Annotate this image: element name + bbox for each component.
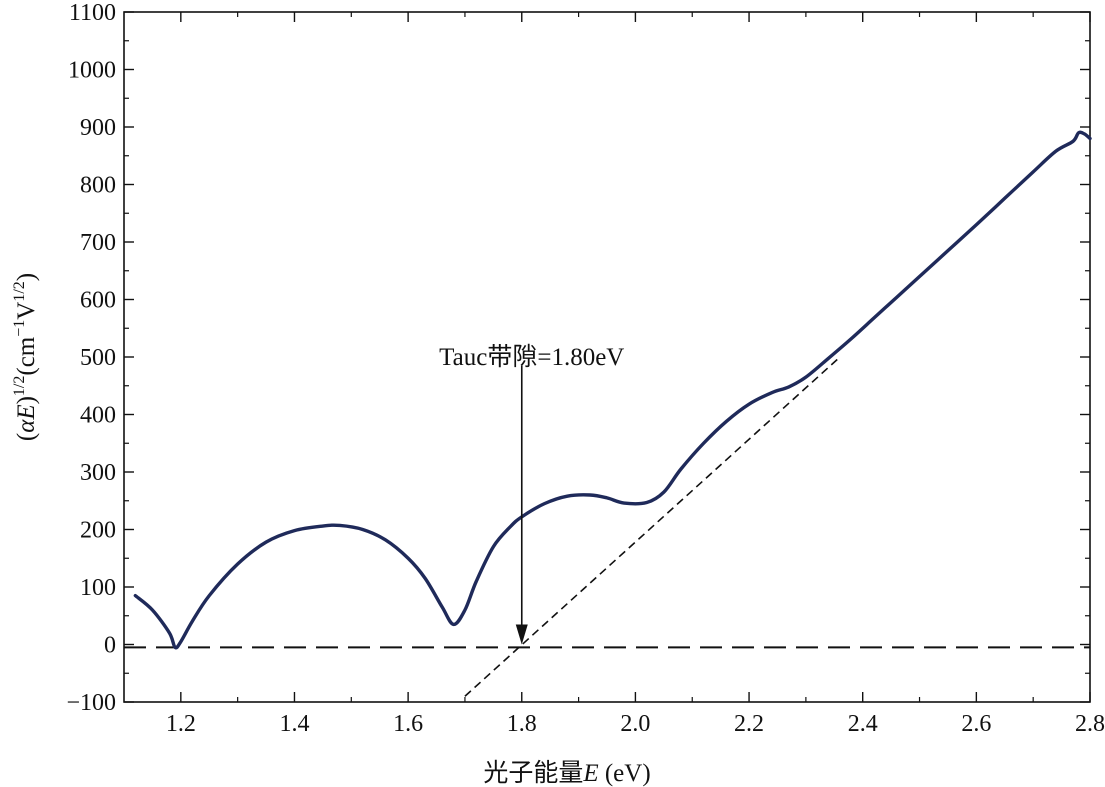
y-tick-label: −100 <box>66 690 116 716</box>
x-axis-title: 光子能量E (eV) <box>483 759 650 787</box>
y-tick-label: 900 <box>80 115 116 141</box>
x-tick-label: 1.6 <box>393 711 423 737</box>
tangent-line <box>464 356 841 697</box>
x-tick-label: 1.2 <box>166 711 196 737</box>
axis-ticks <box>124 11 1091 703</box>
y-tick-labels: −100 0 100 200 300 400 500 600 700 800 900 1000 1100 <box>66 0 116 716</box>
y-tick-label: 800 <box>80 173 116 199</box>
y-tick-label: 1100 <box>69 0 116 26</box>
annotation-arrow-head <box>515 624 528 645</box>
y-tick-label: 500 <box>80 345 116 371</box>
y-tick-label: 600 <box>80 288 116 314</box>
y-tick-label: 100 <box>80 575 116 601</box>
y-tick-label: 300 <box>80 460 116 486</box>
x-tick-labels: 1.2 1.4 1.6 1.8 2.0 2.2 2.4 2.6 2.8 <box>166 711 1105 737</box>
y-tick-label: 400 <box>80 403 116 429</box>
y-axis-title: (αE)1/2(cm−1V1/2) <box>11 273 40 441</box>
annotation-label: Tauc带隙=1.80eV <box>439 343 624 371</box>
x-tick-label: 2.4 <box>848 711 878 737</box>
x-tick-label: 1.4 <box>279 711 309 737</box>
y-tick-label: 0 <box>104 633 116 659</box>
x-tick-label: 2.2 <box>734 711 764 737</box>
y-tick-label: 700 <box>80 230 116 256</box>
x-tick-label: 2.8 <box>1075 711 1105 737</box>
x-tick-label: 2.6 <box>961 711 991 737</box>
y-tick-label: 1000 <box>68 58 116 84</box>
series-line-0 <box>133 130 1092 650</box>
x-tick-label: 2.0 <box>620 711 650 737</box>
x-tick-label: 1.8 <box>507 711 537 737</box>
chart-marks <box>124 130 1092 697</box>
y-tick-label: 200 <box>80 518 116 544</box>
